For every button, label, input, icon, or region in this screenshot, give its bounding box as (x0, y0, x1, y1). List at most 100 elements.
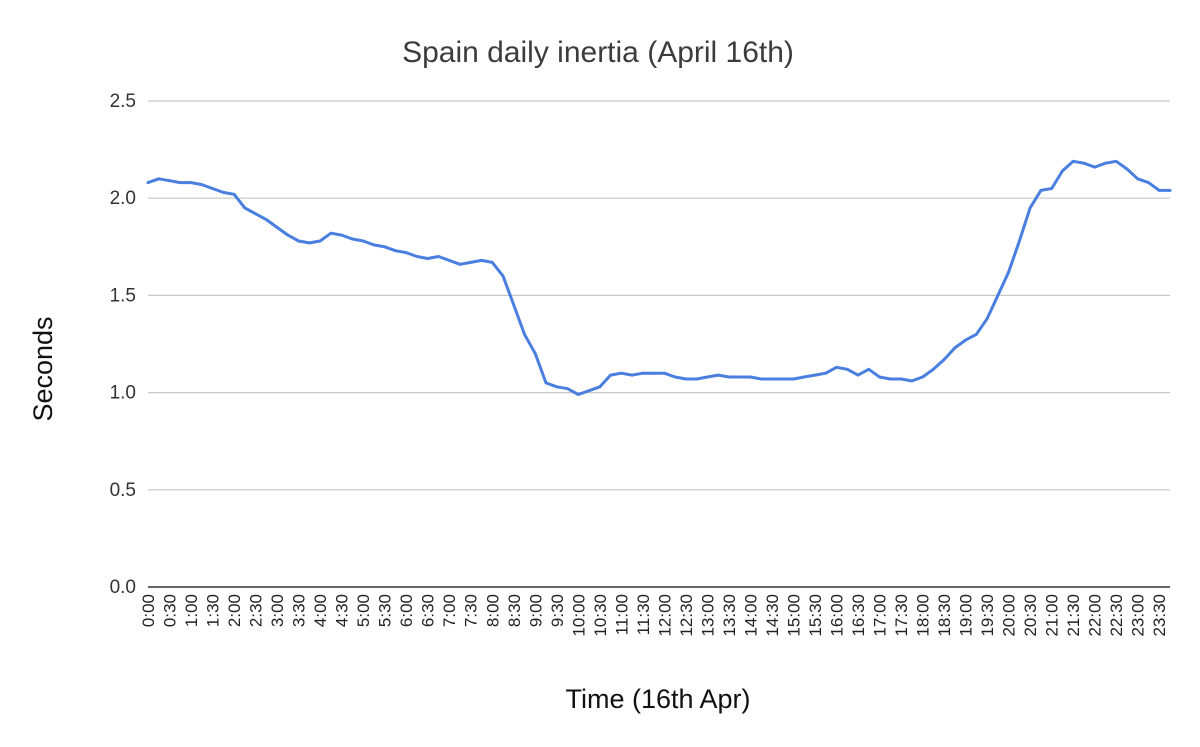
x-tick-label: 12:00 (655, 594, 674, 637)
data-point (383, 245, 387, 249)
x-tick-label: 22:00 (1086, 594, 1105, 637)
x-tick-label: 9:00 (526, 594, 545, 627)
data-point (394, 249, 397, 253)
y-tick-label: 0.0 (110, 577, 136, 598)
data-point (157, 177, 161, 181)
data-point (845, 367, 849, 371)
data-point (598, 385, 602, 389)
y-tick-label: 1.5 (110, 285, 136, 306)
data-point (899, 377, 903, 381)
data-point (759, 377, 763, 381)
x-tick-label: 21:00 (1043, 594, 1062, 637)
data-point (576, 393, 580, 396)
x-tick-label: 19:00 (957, 594, 976, 637)
data-point (619, 371, 623, 375)
x-tick-label: 11:00 (612, 594, 631, 635)
data-point (1050, 187, 1054, 190)
data-point (351, 237, 354, 241)
x-tick-label: 16:00 (828, 594, 847, 637)
data-point (609, 373, 612, 377)
x-tick-label: 22:30 (1107, 594, 1126, 637)
data-point (985, 317, 989, 321)
x-tick-label: 20:30 (1021, 594, 1040, 637)
data-point (555, 385, 559, 389)
y-tick-label: 1.0 (110, 383, 136, 404)
data-point (878, 375, 881, 379)
data-point (523, 332, 526, 336)
data-point (1147, 181, 1150, 185)
x-tick-label: 17:30 (892, 594, 911, 637)
data-point (716, 373, 720, 377)
data-point (1028, 206, 1032, 210)
data-point (1018, 239, 1021, 243)
data-point (361, 239, 365, 243)
x-tick-label: 9:30 (548, 594, 567, 627)
x-tick-label: 6:00 (397, 594, 416, 627)
data-point (630, 373, 634, 377)
data-point (447, 259, 451, 262)
data-point (684, 377, 688, 381)
data-point (921, 375, 924, 379)
data-point (867, 367, 871, 371)
data-point (168, 179, 171, 183)
x-tick-label: 19:30 (978, 594, 997, 637)
data-point (415, 255, 419, 258)
data-point (727, 375, 731, 379)
x-tick-label: 3:30 (290, 594, 309, 627)
data-point (480, 259, 483, 262)
data-point (469, 261, 473, 264)
x-tick-label: 10:00 (569, 594, 588, 637)
x-tick-label: 18:30 (935, 594, 954, 637)
x-tick-label: 5:00 (354, 594, 373, 627)
data-point (1093, 165, 1097, 169)
x-tick-label: 1:30 (204, 594, 223, 627)
data-point (512, 303, 516, 307)
x-tick-label: 3:00 (268, 594, 287, 627)
data-point (243, 206, 247, 210)
data-point (490, 261, 494, 264)
data-point (286, 233, 290, 237)
data-point (1104, 161, 1107, 165)
data-point (544, 381, 548, 385)
x-tick-label: 0:30 (161, 594, 180, 627)
data-point (178, 181, 182, 185)
data-point (221, 191, 225, 194)
data-point (1039, 189, 1043, 192)
data-point (910, 379, 914, 383)
x-tick-label: 15:30 (806, 594, 825, 637)
y-tick-label: 0.5 (110, 480, 136, 501)
x-tick-label: 21:30 (1064, 594, 1083, 637)
data-point (802, 375, 806, 379)
data-point (975, 332, 978, 336)
x-tick-label: 12:30 (677, 594, 696, 637)
data-point (824, 371, 828, 375)
data-point (297, 239, 300, 243)
x-tick-label: 17:00 (871, 594, 890, 637)
data-point (372, 243, 376, 247)
data-point (587, 389, 591, 393)
data-point (426, 257, 430, 260)
data-point (264, 218, 268, 222)
data-point (835, 365, 838, 369)
data-point (738, 375, 742, 379)
x-tick-label: 2:00 (225, 594, 244, 627)
data-point (533, 352, 537, 356)
data-point (770, 377, 774, 381)
x-tick-label: 15:00 (785, 594, 804, 637)
x-tick-label: 5:30 (376, 594, 395, 627)
x-tick-label: 13:00 (698, 594, 717, 637)
x-tick-label: 10:30 (591, 594, 610, 637)
data-point (458, 262, 462, 266)
data-point (663, 371, 666, 375)
data-point (856, 373, 860, 377)
x-tick-label: 1:00 (182, 594, 201, 627)
data-point (200, 183, 204, 187)
data-point (931, 367, 935, 371)
y-tick-labels: 0.0 0.5 1.0 1.5 2.0 2.5 (110, 91, 136, 598)
x-tick-label: 20:00 (1000, 594, 1019, 637)
data-point (566, 387, 569, 391)
data-point (1071, 159, 1075, 163)
series-line (146, 159, 1172, 396)
data-point (652, 371, 655, 375)
